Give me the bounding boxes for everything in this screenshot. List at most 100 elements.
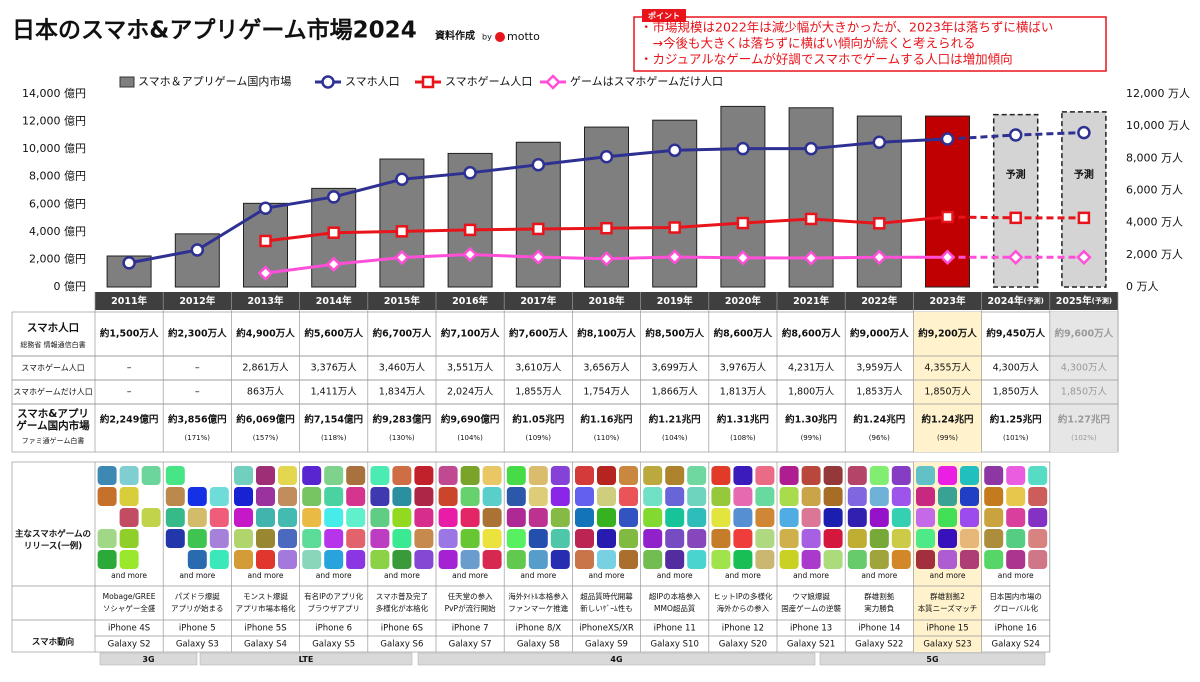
game-icon <box>869 466 889 485</box>
game-icon <box>528 529 548 548</box>
caption: 日本国内市場の <box>989 591 1042 601</box>
iphone: iPhone 6S <box>381 624 423 634</box>
caption: ファンマーケ推進 <box>508 603 568 613</box>
caption: パズドラ爆誕 <box>175 591 220 601</box>
game-icon <box>687 466 707 485</box>
table-header: 2019年 <box>657 295 693 307</box>
game-icon <box>733 466 753 485</box>
y2-tick-label: 8,000 万人 <box>1126 151 1183 164</box>
game-icon <box>187 487 207 506</box>
game-icon <box>801 529 821 548</box>
galaxy: Galaxy S4 <box>244 640 287 650</box>
game-icon <box>97 487 117 506</box>
population-cell: 約8,500万人 <box>645 328 704 340</box>
game-icon <box>938 508 957 527</box>
marker <box>463 166 477 180</box>
game-icon <box>984 487 1004 506</box>
growth-cell: (110%) <box>594 434 620 442</box>
year: 2016年 <box>452 295 488 307</box>
table-header-bg <box>95 292 1118 310</box>
marker <box>873 217 886 230</box>
game-icon <box>550 487 570 506</box>
game-icon <box>916 508 935 527</box>
marker <box>804 141 818 156</box>
marker <box>600 221 613 235</box>
game-icon <box>779 487 799 506</box>
game-icon <box>482 508 502 527</box>
caption: ソシャゲー全盛 <box>103 603 156 613</box>
game-icon <box>733 508 753 527</box>
game-icon <box>256 529 275 548</box>
marker <box>735 250 751 266</box>
game-icon <box>209 550 229 569</box>
year: 2021年 <box>793 295 829 307</box>
only-game-cell: – <box>127 387 132 398</box>
iphone: iPhoneXS/XR <box>579 624 634 634</box>
game-icon <box>984 508 1004 527</box>
game-icon <box>460 508 480 527</box>
galaxy: Galaxy S2 <box>108 640 151 650</box>
caption: ウマ娘爆誕 <box>792 591 830 601</box>
marker <box>872 135 887 149</box>
caption: アプリが始まる <box>171 603 224 613</box>
game-icon <box>414 529 434 548</box>
marker <box>122 256 136 270</box>
game-icon <box>597 529 616 548</box>
game-icon <box>801 466 821 485</box>
game-icon <box>392 529 412 548</box>
title: 日本のスマホ&アプリゲーム市場2024 <box>12 17 417 44</box>
game-icon <box>575 508 594 527</box>
legend-marker <box>421 75 435 89</box>
galaxy: Galaxy S10 <box>651 640 699 650</box>
population-cell: 約9,600万人 <box>1055 328 1114 340</box>
population-cell: 約9,000万人 <box>850 328 909 340</box>
game-icon <box>960 508 979 527</box>
game-icon <box>597 550 616 569</box>
game-icon <box>619 529 638 548</box>
game-icon <box>711 487 731 506</box>
game-icon <box>1028 508 1048 527</box>
game-icon <box>209 508 229 527</box>
game-icon <box>302 487 322 506</box>
game-icon <box>823 529 843 548</box>
game-population-cell: 4,355万人 <box>924 363 971 374</box>
year: 2011年 <box>111 295 147 307</box>
game-icon <box>234 550 253 569</box>
population-cell: 約2,300万人 <box>168 328 227 340</box>
game-icon <box>165 508 185 527</box>
game-icon <box>597 466 616 485</box>
network-band <box>199 652 413 666</box>
table-header: 2014年 <box>316 295 352 307</box>
game-icon <box>414 466 434 485</box>
game-icon <box>165 466 185 485</box>
game-icon <box>847 550 867 569</box>
table-header: 2011年 <box>111 295 147 307</box>
game-icon <box>665 466 685 485</box>
brand-logo <box>495 32 505 42</box>
and-more: and more <box>248 571 284 580</box>
caption: 多様化が本格化 <box>376 603 429 613</box>
marker <box>1009 211 1022 225</box>
game-icon <box>346 487 366 506</box>
network-band <box>417 652 816 666</box>
market-cell: 約1.16兆円 <box>581 414 633 426</box>
year: 2012年 <box>179 295 215 307</box>
y-tick-label: 14,000 億円 <box>22 87 86 100</box>
game-population-cell: 3,376万人 <box>311 363 358 374</box>
legend-marker <box>321 75 335 89</box>
game-icon <box>324 550 344 569</box>
game-population-cell: 4,231万人 <box>788 363 835 374</box>
by: by <box>482 33 492 42</box>
game-icon <box>460 529 480 548</box>
game-icon <box>324 529 344 548</box>
and-more: and more <box>589 571 625 580</box>
market-cell: 約1.25兆円 <box>990 414 1042 426</box>
and-more: and more <box>725 571 761 580</box>
game-icon <box>1028 466 1048 485</box>
game-icon <box>1006 529 1026 548</box>
marker <box>532 222 545 236</box>
game-icon <box>575 529 594 548</box>
table-header: 2020年 <box>725 295 761 307</box>
